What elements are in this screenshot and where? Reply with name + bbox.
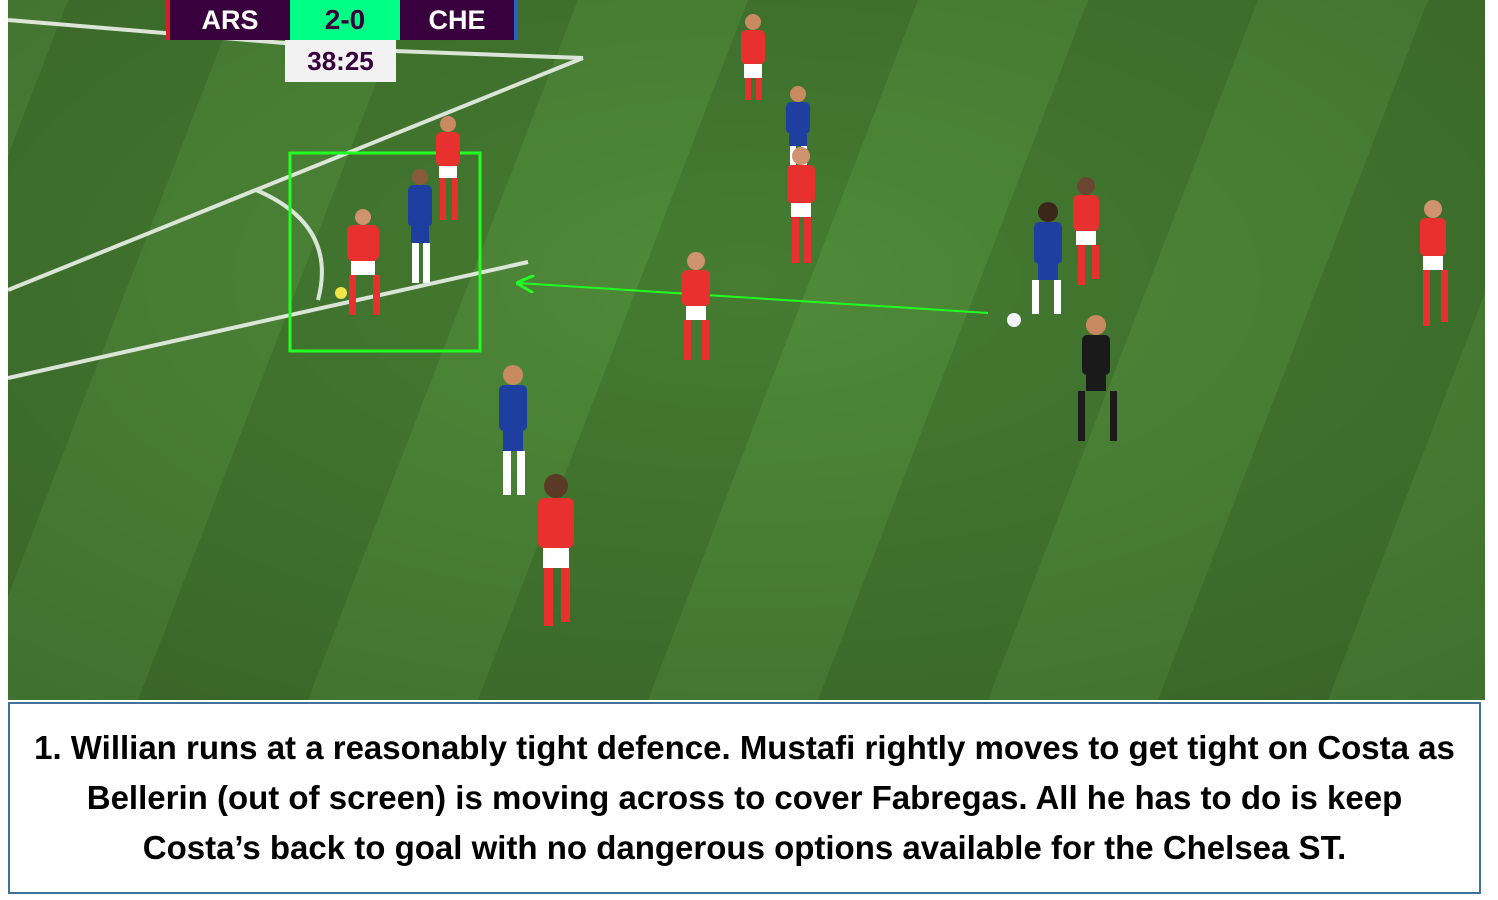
home-team-code: ARS xyxy=(166,0,290,40)
arsenal-player xyxy=(436,116,460,220)
arsenal-player xyxy=(787,147,815,263)
highlight-box xyxy=(288,151,482,353)
match-score: 2-0 xyxy=(290,0,400,40)
arsenal-player xyxy=(335,209,380,315)
pitch-markings xyxy=(8,18,584,380)
arsenal-player xyxy=(1420,200,1448,326)
caption-box: 1. Willian runs at a reasonably tight de… xyxy=(8,702,1481,894)
movement-arrow xyxy=(518,283,989,314)
arsenal-player xyxy=(741,14,765,100)
away-team-code: CHE xyxy=(400,0,518,40)
chelsea-player-on-ball xyxy=(1007,202,1062,327)
arsenal-player xyxy=(682,252,710,360)
caption-text: 1. Willian runs at a reasonably tight de… xyxy=(34,729,1455,866)
arsenal-player xyxy=(538,474,574,626)
referee xyxy=(1078,315,1117,441)
match-clock: 38:25 xyxy=(285,40,396,82)
chelsea-player xyxy=(408,169,432,283)
football-pitch xyxy=(8,0,1485,700)
scorebug: ARS 2-0 CHE xyxy=(166,0,518,40)
match-broadcast-frame: ARS 2-0 CHE 38:25 xyxy=(8,0,1485,700)
chelsea-player xyxy=(499,365,527,495)
players xyxy=(335,14,1448,626)
arsenal-player xyxy=(1073,177,1099,285)
